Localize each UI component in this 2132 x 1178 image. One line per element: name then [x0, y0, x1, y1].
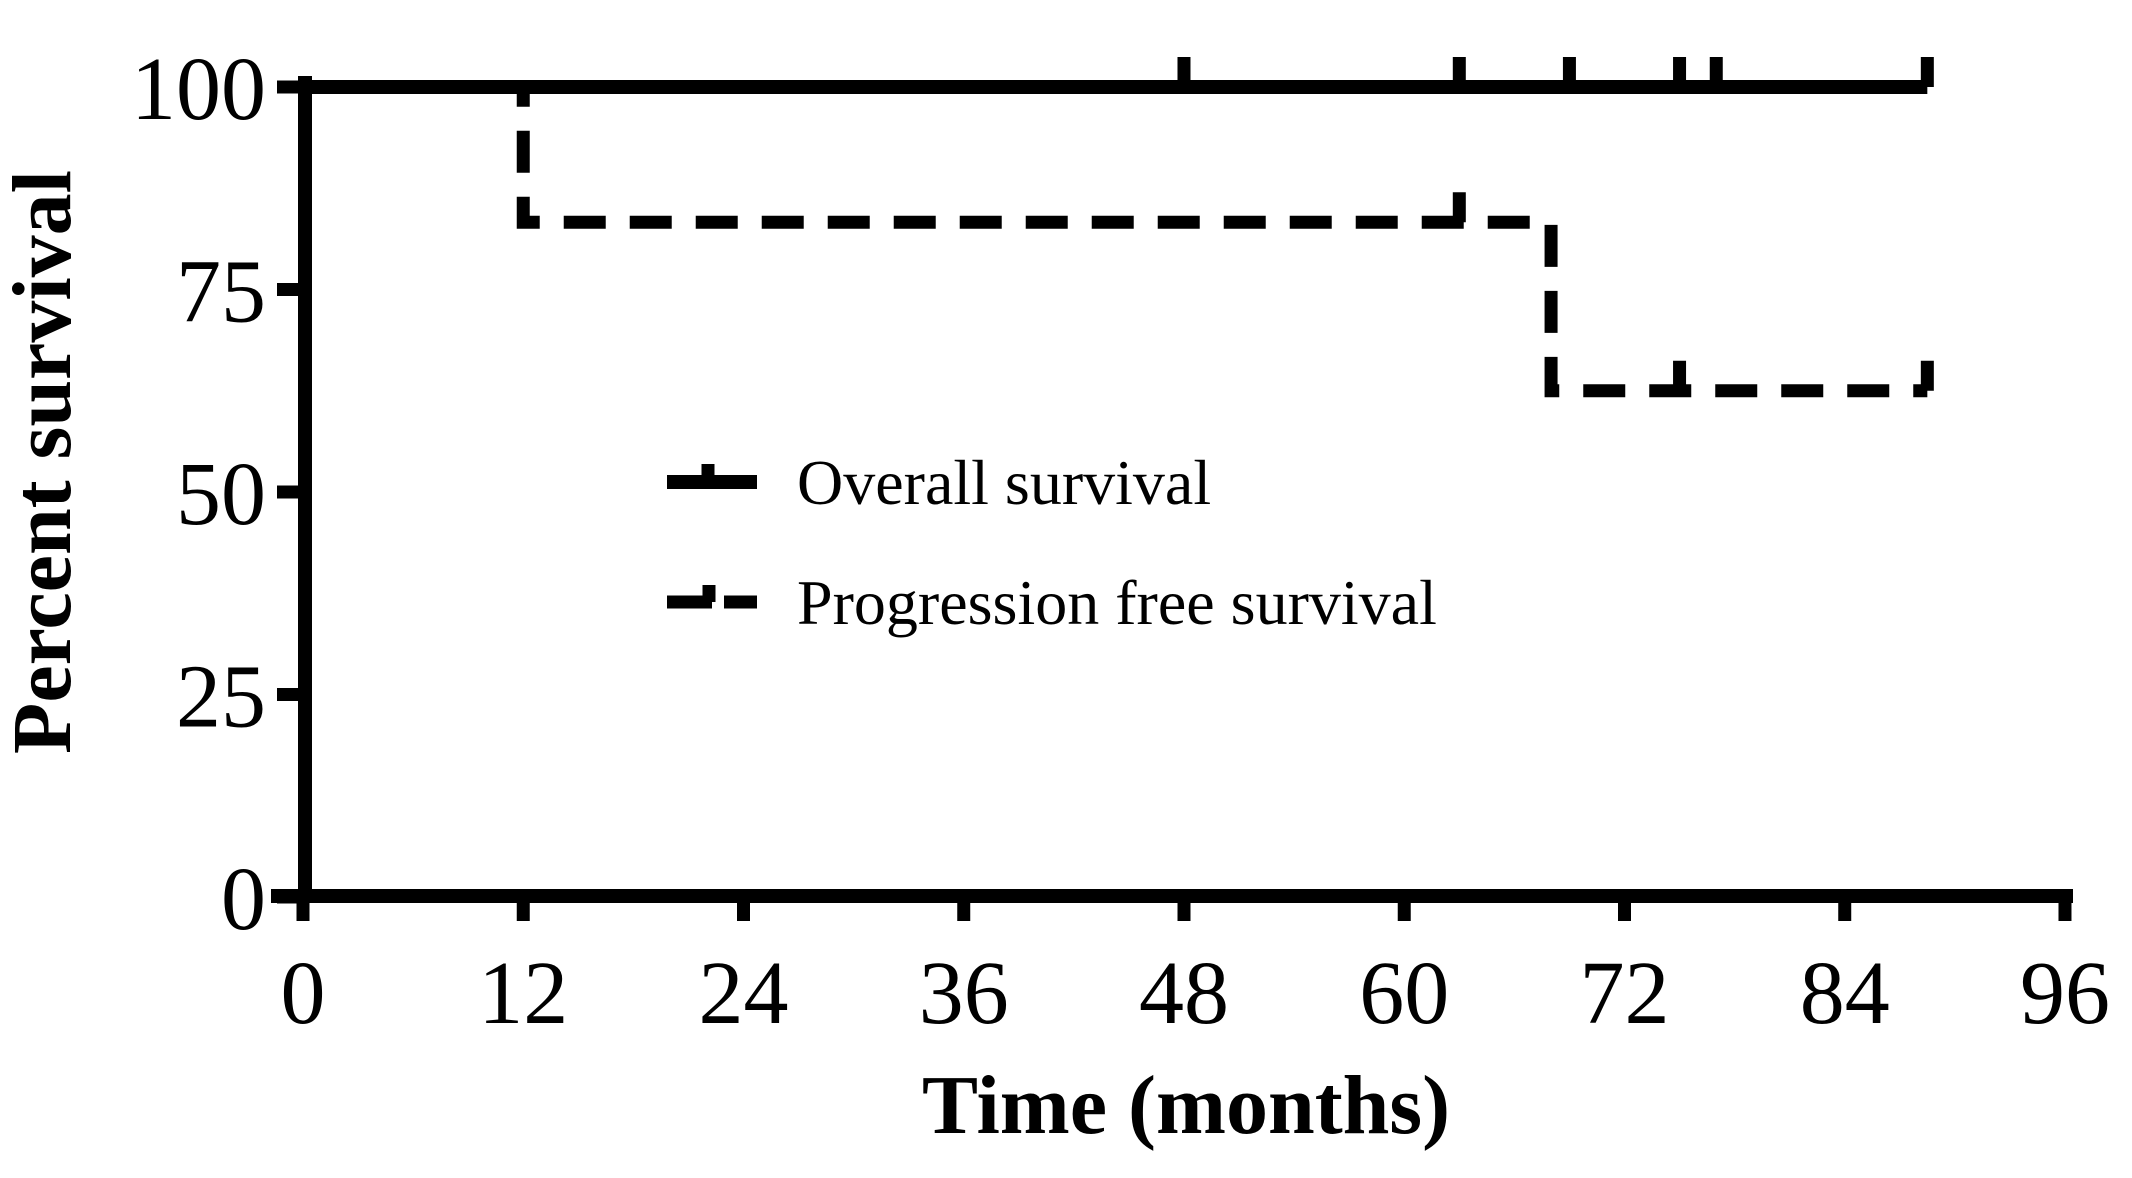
- legend: Overall survival Progression free surviv…: [667, 447, 1437, 638]
- x-axis-tick-labels: 0 12 24 36 48 60 72 84 96: [281, 944, 2110, 1043]
- y-axis-ticks: [277, 80, 304, 904]
- y-axis-tick-label: 0: [221, 850, 266, 949]
- censor-marks: [1177, 57, 1934, 391]
- y-axis-tick-label: 50: [176, 445, 266, 544]
- x-axis-tick-label: 72: [1579, 944, 1669, 1043]
- survival-curve-progression-free-survival: [303, 80, 1928, 398]
- x-axis-tick-label: 60: [1359, 944, 1449, 1043]
- x-axis-tick-label: 12: [478, 944, 568, 1043]
- x-axis-tick-label: 96: [2020, 944, 2110, 1043]
- x-axis-tick-label: 24: [698, 944, 788, 1043]
- y-axis-title: Percent survival: [0, 170, 89, 754]
- survival-curves: [303, 80, 1928, 398]
- x-axis-tick-label: 84: [1800, 944, 1890, 1043]
- legend-item-overall-survival: Overall survival: [667, 447, 1211, 518]
- x-axis-title: Time (months): [922, 1059, 1450, 1152]
- x-axis-tick-label: 36: [919, 944, 1009, 1043]
- y-axis-tick-label: 100: [131, 40, 266, 139]
- legend-label-overall-survival: Overall survival: [797, 447, 1211, 518]
- y-axis-tick-label: 75: [176, 243, 266, 342]
- x-axis-tick-label: 0: [281, 944, 326, 1043]
- legend-label-progression-free-survival: Progression free survival: [797, 567, 1437, 638]
- y-axis-tick-labels: 100 75 50 25 0: [131, 40, 266, 949]
- axes: [271, 76, 2073, 903]
- x-axis-ticks: [296, 903, 2072, 921]
- legend-item-progression-free-survival: Progression free survival: [667, 567, 1437, 638]
- x-axis-tick-label: 48: [1139, 944, 1229, 1043]
- y-axis-tick-label: 25: [176, 648, 266, 747]
